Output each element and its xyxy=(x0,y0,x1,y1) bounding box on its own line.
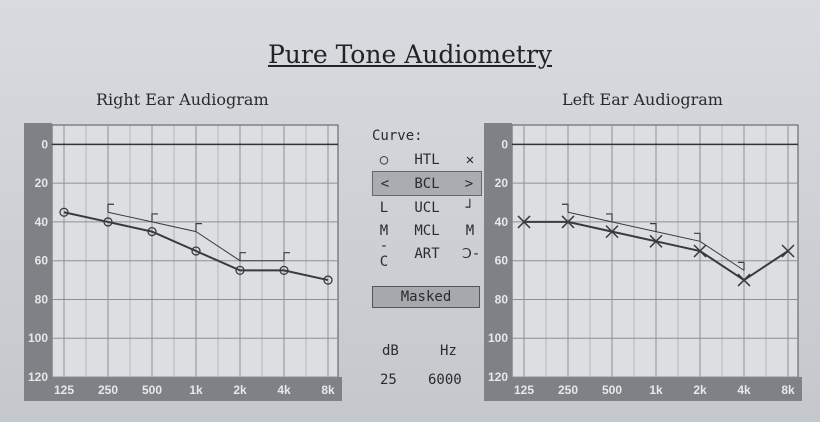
y-tick-label: 100 xyxy=(28,331,48,345)
x-tick-label: 125 xyxy=(514,383,534,397)
htl-marker-circle xyxy=(147,226,157,237)
y-tick-label: 120 xyxy=(488,370,508,384)
legend-title: Curve: xyxy=(372,128,423,144)
x-tick-label: 2k xyxy=(693,383,707,397)
db-label: dB xyxy=(382,343,399,359)
x-axis-band xyxy=(484,377,802,401)
htl-marker-cross xyxy=(649,234,663,248)
x-tick-label: 500 xyxy=(602,383,622,397)
htl-marker-circle xyxy=(279,265,289,276)
htl-marker-circle xyxy=(235,265,245,276)
x-tick-label: 1k xyxy=(649,383,663,397)
legend-label: MCL xyxy=(414,222,440,239)
bcl-marker-bracket xyxy=(239,252,246,261)
htl-marker-circle xyxy=(191,246,201,256)
x-tick-label: 125 xyxy=(54,383,74,397)
y-tick-label: 20 xyxy=(495,176,509,190)
right-ear-audiogram[interactable]: 0 20 40 60 80 100 120 125 250 500 1k 2k 4k 8k xyxy=(24,123,342,401)
htl-marker-circle xyxy=(323,275,333,285)
db-value: 25 xyxy=(380,372,397,388)
y-tick-label: 20 xyxy=(35,176,49,190)
htl-marker-cross xyxy=(517,215,531,229)
y-tick-label: 60 xyxy=(495,254,509,268)
htl-marker-cross xyxy=(781,244,795,258)
bcl-marker-bracket xyxy=(195,223,202,232)
bcl-marker-bracket xyxy=(650,223,657,232)
y-tick-label: 100 xyxy=(488,331,508,345)
x-tick-label: 500 xyxy=(142,383,162,397)
legend-label: UCL xyxy=(414,199,440,216)
legend-item-bcl[interactable]: < BCL > xyxy=(372,171,482,196)
bcl-marker-bracket xyxy=(107,203,114,213)
y-tick-label: 120 xyxy=(28,370,48,384)
y-tick-label: 0 xyxy=(41,137,48,151)
htl-marker-cross xyxy=(605,225,619,239)
htl-marker-cross xyxy=(693,244,707,258)
ucl-right-ear-symbol: L xyxy=(379,199,389,216)
legend-item-mcl[interactable]: M MCL M xyxy=(372,219,482,242)
legend-label: ART xyxy=(414,245,440,262)
mcl-right-ear-symbol: M xyxy=(379,222,389,239)
ucl-left-ear-symbol: ┘ xyxy=(465,199,475,216)
series-line-htl xyxy=(63,211,329,282)
y-tick-label: 0 xyxy=(501,137,508,151)
legend-item-htl[interactable]: ○ HTL ✕ xyxy=(372,148,482,171)
x-tick-label: 8k xyxy=(781,383,795,397)
bcl-marker-bracket xyxy=(283,252,290,261)
y-tick-label: 80 xyxy=(35,292,49,306)
left-ear-title: Left Ear Audiogram xyxy=(562,90,723,109)
x-tick-label: 2k xyxy=(233,383,247,397)
mcl-left-ear-symbol: M xyxy=(465,222,475,239)
hz-value: 6000 xyxy=(428,372,462,388)
y-tick-label: 80 xyxy=(495,292,509,306)
y-tick-label: 40 xyxy=(35,215,49,229)
htl-marker-circle xyxy=(59,207,69,217)
bcl-marker-bracket xyxy=(562,203,569,213)
bcl-right-ear-symbol: < xyxy=(380,175,390,192)
htl-left-ear-symbol: ✕ xyxy=(465,151,475,168)
htl-marker-cross xyxy=(737,273,751,287)
legend-label: HTL xyxy=(414,151,440,168)
x-tick-label: 4k xyxy=(277,383,291,397)
legend-item-art[interactable]: -C ART Ↄ- xyxy=(372,238,482,270)
curve-legend: Curve: ○ HTL ✕ < BCL > L UCL ┘ M MCL M -… xyxy=(372,128,482,270)
bcl-marker-bracket xyxy=(694,232,701,242)
y-axis-band xyxy=(24,123,52,401)
page-title: Pure Tone Audiometry xyxy=(267,40,553,69)
htl-right-ear-symbol: ○ xyxy=(379,151,389,168)
x-tick-label: 250 xyxy=(558,383,578,397)
x-axis-band xyxy=(24,377,342,401)
right-ear-title: Right Ear Audiogram xyxy=(96,90,269,109)
masked-toggle[interactable]: Masked xyxy=(372,286,480,308)
htl-marker-circle xyxy=(103,217,113,227)
art-left-ear-symbol: Ↄ- xyxy=(461,245,481,262)
htl-marker-cross xyxy=(561,215,575,229)
legend-item-ucl[interactable]: L UCL ┘ xyxy=(372,196,482,219)
x-tick-label: 250 xyxy=(98,383,118,397)
y-tick-label: 60 xyxy=(35,254,49,268)
left-ear-audiogram[interactable]: 0 20 40 60 80 100 120 125 250 500 1k 2k 4k 8k xyxy=(484,123,802,401)
y-axis-band xyxy=(484,123,512,401)
y-tick-label: 40 xyxy=(495,215,509,229)
bcl-marker-bracket xyxy=(151,213,158,222)
legend-label: BCL xyxy=(414,175,440,192)
x-tick-label: 1k xyxy=(189,383,203,397)
x-tick-label: 4k xyxy=(737,383,751,397)
art-right-ear-symbol: -C xyxy=(379,237,389,270)
hz-label: Hz xyxy=(440,343,457,359)
plot-area xyxy=(511,124,799,378)
x-tick-label: 8k xyxy=(321,383,335,397)
bcl-left-ear-symbol: > xyxy=(464,175,474,192)
bcl-marker-bracket xyxy=(606,213,613,222)
bcl-marker-bracket xyxy=(738,261,745,271)
